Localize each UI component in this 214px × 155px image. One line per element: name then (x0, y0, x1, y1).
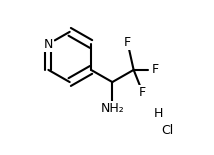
Text: F: F (151, 63, 159, 76)
Text: F: F (124, 36, 131, 49)
Text: NH₂: NH₂ (100, 102, 124, 115)
Text: Cl: Cl (161, 124, 173, 137)
Text: F: F (139, 86, 146, 99)
Text: H: H (153, 107, 163, 120)
Text: N: N (44, 38, 53, 51)
